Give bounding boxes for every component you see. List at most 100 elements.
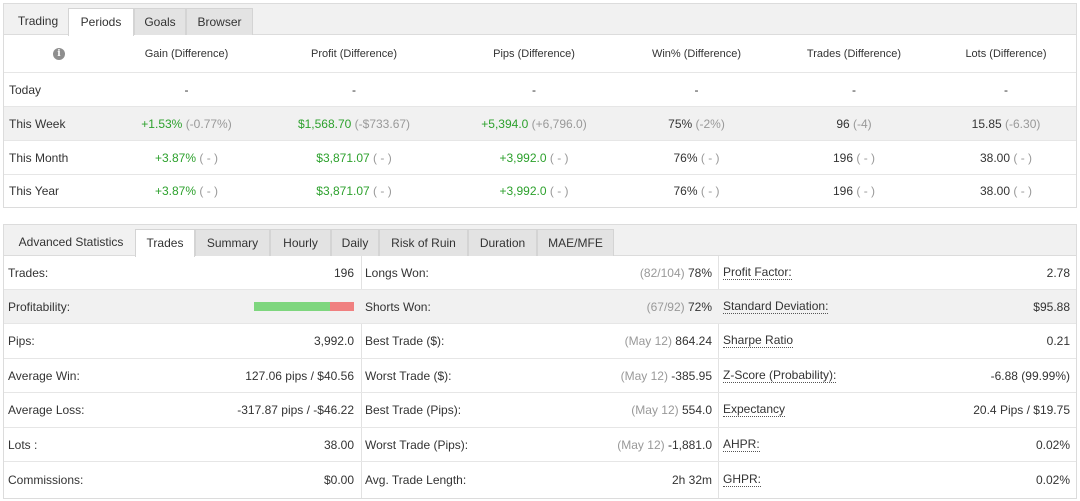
win-diff: (-2%) [695, 116, 725, 131]
trades-cell: 196 ( - ) [774, 141, 934, 174]
period-row-this-month: This Month +3.87% ( - ) $3,871.07 ( - ) … [4, 141, 1076, 175]
stat-label: Commissions: [8, 473, 84, 487]
stats-row: Average Loss: -317.87 pips / -$46.22 Bes… [4, 393, 1076, 428]
tab-trades[interactable]: Trades [135, 229, 195, 257]
stat-label[interactable]: Expectancy [723, 402, 786, 417]
gain-value: - [184, 82, 189, 97]
stat-label[interactable]: AHPR: [723, 436, 760, 452]
stat-label-cell: Profit Factor: [723, 256, 923, 289]
stat-label: Lots : [8, 437, 38, 452]
profitability-bar-cell [154, 290, 354, 323]
stat-label: Best Trade ($): [365, 334, 445, 348]
stat-label: Shorts Won: [365, 299, 431, 314]
period-label: Today [9, 82, 42, 97]
tab-hourly[interactable]: Hourly [270, 229, 331, 256]
stat-label[interactable]: GHPR: [723, 472, 762, 487]
trades-cell: 96 (-4) [774, 107, 934, 140]
period-row-this-week: This Week +1.53% (-0.77%) $1,568.70 (-$7… [4, 107, 1076, 141]
stat-value: -317.87 pips / -$46.22 [237, 403, 354, 417]
pips-diff: (+6,796.0) [531, 116, 587, 131]
stat-value: 864.24 [675, 334, 712, 348]
win-cell: 76% ( - ) [619, 175, 774, 207]
tab-summary[interactable]: Summary [195, 229, 270, 256]
trades-diff: (-4) [853, 116, 872, 131]
stat-label-cell: Expectancy [723, 393, 923, 427]
gain-value: +1.53% [141, 116, 183, 131]
stat-detail: (May 12) [624, 334, 672, 348]
tab-goals[interactable]: Goals [134, 8, 186, 35]
column-divider [361, 256, 362, 498]
stat-value: 0.02% [1035, 473, 1070, 487]
trades-cell: 196 ( - ) [774, 175, 934, 207]
win-value: 76% [673, 150, 698, 165]
stat-value: 0.21 [1046, 334, 1070, 348]
stat-label[interactable]: Sharpe Ratio [723, 333, 794, 348]
col-pips: Pips (Difference) [493, 47, 575, 60]
stat-value: 554.0 [681, 403, 712, 417]
stat-value: $95.88 [1033, 299, 1070, 314]
win-value: 75% [668, 116, 693, 131]
stat-label-cell: GHPR: [723, 462, 923, 498]
stat-value: 2h 32m [671, 473, 712, 487]
advanced-statistics-panel: Advanced Statistics Trades Summary Hourl… [3, 224, 1077, 499]
gain-cell: +3.87% ( - ) [114, 175, 259, 207]
gain-value: +3.87% [154, 184, 197, 198]
stat-value-cell: (May 12) -385.95 [512, 359, 712, 392]
stat-label[interactable]: Profit Factor: [723, 264, 792, 280]
gain-value: +3.87% [154, 150, 197, 165]
lots-value: - [1004, 82, 1008, 97]
tab-browser[interactable]: Browser [186, 8, 253, 35]
tab-trading[interactable]: Trading [17, 14, 59, 28]
stats-row: Pips: 3,992.0 Best Trade ($): (May 12) 8… [4, 324, 1076, 359]
stat-value: 20.4 Pips / $19.75 [973, 403, 1070, 417]
pips-value: +3,992.0 [499, 184, 547, 198]
tab-mae-mfe[interactable]: MAE/MFE [537, 229, 614, 256]
profitability-bar [254, 302, 354, 311]
stats-row: Lots : 38.00 Worst Trade (Pips): (May 12… [4, 428, 1076, 462]
profit-value: $3,871.07 [316, 184, 370, 198]
profit-value: $3,871.07 [316, 150, 370, 165]
win-diff: ( - ) [700, 150, 720, 165]
period-row-this-year: This Year +3.87% ( - ) $3,871.07 ( - ) +… [4, 175, 1076, 207]
lots-value: 38.00 [979, 184, 1011, 198]
stat-label-cell: Standard Deviation: [723, 290, 923, 323]
stats-row: Average Win: 127.06 pips / $40.56 Worst … [4, 359, 1076, 393]
stats-row: Trades: 196 Longs Won: (82/104) 78% Prof… [4, 256, 1076, 290]
stat-label: Average Loss: [8, 403, 85, 417]
stat-value-cell: (May 12) -1,881.0 [512, 428, 712, 461]
lots-cell: 38.00 ( - ) [934, 175, 1078, 207]
tab-risk-of-ruin[interactable]: Risk of Ruin [379, 229, 468, 256]
gain-diff: ( - ) [199, 150, 219, 165]
stat-label: Best Trade (Pips): [365, 403, 462, 417]
periods-header-row: i Gain (Difference) Profit (Difference) … [4, 35, 1076, 73]
info-icon[interactable]: i [53, 47, 65, 60]
stats-row: Commissions: $0.00 Avg. Trade Length: 2h… [4, 462, 1076, 498]
period-label: This Week [9, 116, 66, 131]
stat-label[interactable]: Z-Score (Probability): [723, 367, 837, 383]
stat-label-cell: AHPR: [723, 428, 923, 461]
stat-value: $0.00 [323, 473, 354, 487]
profit-diff: ( - ) [373, 150, 392, 165]
tab-daily[interactable]: Daily [331, 229, 379, 256]
tab-duration[interactable]: Duration [468, 229, 537, 256]
stat-label: Average Win: [8, 368, 80, 383]
stat-value: 72% [687, 299, 712, 314]
lots-cell: 38.00 ( - ) [934, 141, 1078, 174]
advanced-statistics-title: Advanced Statistics [18, 235, 124, 249]
pips-diff: ( - ) [549, 184, 569, 198]
lots-diff: ( - ) [1013, 184, 1033, 198]
trades-diff: ( - ) [856, 184, 876, 198]
stat-value: 3,992.0 [313, 334, 354, 348]
stat-label: Longs Won: [365, 265, 429, 280]
stat-label[interactable]: Standard Deviation: [723, 298, 829, 314]
column-divider [718, 256, 719, 498]
stat-value-cell: (May 12) 554.0 [512, 393, 712, 427]
stat-detail: (May 12) [617, 437, 665, 452]
stat-value: 78% [687, 265, 712, 280]
stat-value: -385.95 [671, 368, 712, 383]
profit-cell: $1,568.70 (-$733.67) [259, 107, 449, 140]
tab-periods[interactable]: Periods [68, 8, 134, 36]
lots-cell: 15.85 (-6.30) [934, 107, 1078, 140]
periods-tabbar: Trading Periods Goals Browser [4, 4, 1076, 36]
stat-detail: (67/92) [646, 299, 685, 314]
